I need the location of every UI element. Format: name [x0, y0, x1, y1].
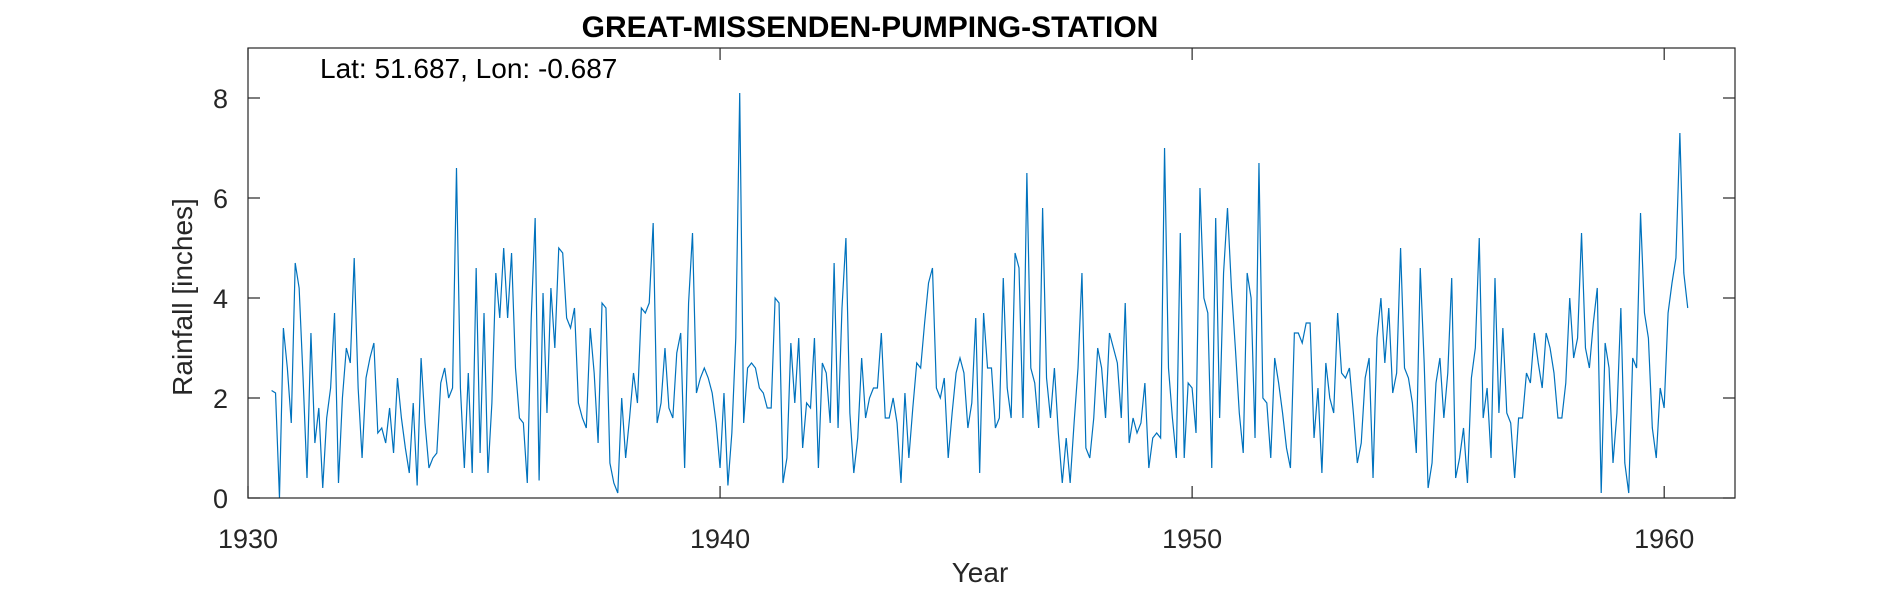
y-axis-label: Rainfall [inches] — [167, 198, 198, 396]
axis-tick-labels: 1930 1940 1950 1960 0 2 4 6 8 — [213, 84, 1694, 554]
y-tick-label: 0 — [213, 484, 228, 514]
y-tick-label: 6 — [213, 184, 228, 214]
x-tick-label: 1940 — [690, 524, 750, 554]
y-tick-label: 2 — [213, 384, 228, 414]
x-tick-label: 1930 — [218, 524, 278, 554]
coordinates-annotation: Lat: 51.687, Lon: -0.687 — [320, 53, 617, 84]
x-tick-label: 1950 — [1162, 524, 1222, 554]
series-line — [271, 92, 1689, 499]
y-tick-label: 8 — [213, 84, 228, 114]
x-tick-label: 1960 — [1634, 524, 1694, 554]
plot-frame — [247, 47, 1736, 499]
chart-title: GREAT-MISSENDEN-PUMPING-STATION — [582, 11, 1159, 44]
y-tick-label: 4 — [213, 284, 228, 314]
x-axis-label: Year — [952, 557, 1009, 588]
